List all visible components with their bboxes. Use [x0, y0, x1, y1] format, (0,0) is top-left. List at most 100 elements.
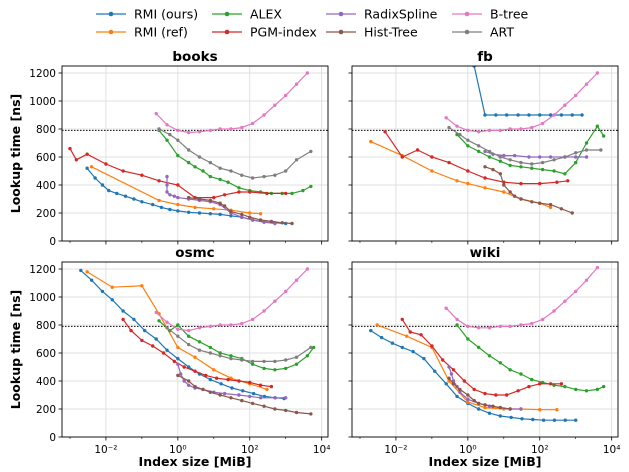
y-tick-label: 200: [36, 404, 56, 416]
data-point-alex: [455, 323, 459, 327]
series-line-alex: [158, 320, 315, 371]
data-point-art: [466, 138, 470, 142]
data-point-rmi-ours: [574, 418, 578, 422]
data-point-b-tree: [240, 321, 244, 326]
data-point-art: [176, 138, 180, 142]
data-point-rmi-ours: [531, 417, 535, 422]
data-point-b-tree: [294, 82, 299, 86]
data-point-alex: [218, 177, 222, 182]
data-point-b-tree: [498, 324, 503, 329]
panel-wiki: wiki 10⁻² 10⁰ 10² 10⁴ Index size [MiB]: [348, 245, 621, 469]
data-point-alex: [197, 340, 202, 344]
data-point-rmi-ours: [100, 289, 105, 294]
data-point-pgm-index: [212, 195, 216, 200]
data-point-rmi-ours: [151, 202, 155, 207]
data-point-b-tree: [176, 128, 180, 133]
axes-frame: [61, 261, 329, 438]
data-point-b-tree: [186, 328, 191, 333]
data-point-art: [540, 160, 545, 165]
data-point-art: [574, 151, 578, 155]
data-point-hist-tree: [491, 167, 495, 172]
data-point-b-tree: [508, 324, 512, 329]
series-line-rmi-ref: [376, 324, 557, 411]
data-point-pgm-index: [151, 344, 155, 348]
data-point-pgm-index: [538, 382, 542, 386]
data-point-radixspline: [248, 394, 252, 399]
data-point-b-tree: [584, 82, 589, 86]
data-point-pgm-index: [237, 190, 241, 194]
data-point-hist-tree: [273, 407, 277, 411]
data-point-b-tree: [487, 128, 492, 133]
data-point-hist-tree: [472, 398, 476, 403]
data-point-pgm-index: [516, 389, 520, 393]
data-point-pgm-index: [419, 333, 423, 337]
data-point-alex: [552, 169, 556, 173]
data-point-rmi-ref: [89, 165, 94, 169]
data-point-b-tree: [273, 103, 277, 107]
x-tick-label: 10²: [241, 444, 259, 456]
axes-frame: [351, 261, 619, 438]
data-point-rmi-ref: [375, 323, 379, 327]
data-point-rmi-ours: [433, 369, 437, 373]
data-point-pgm-index: [258, 383, 263, 387]
data-point-rmi-ref: [455, 179, 459, 183]
data-point-b-tree: [498, 128, 503, 133]
data-point-alex: [237, 186, 241, 190]
y-axis-label: Lookup time [ns]: [8, 94, 23, 214]
data-point-pgm-index: [527, 384, 531, 389]
data-point-rmi-ours: [208, 212, 213, 216]
data-point-rmi-ours: [538, 113, 542, 117]
panel-title: books: [172, 49, 217, 65]
data-point-alex: [229, 354, 233, 358]
data-point-b-tree: [595, 265, 600, 270]
data-point-alex: [186, 160, 191, 165]
data-point-rmi-ref: [538, 408, 542, 412]
data-point-art: [584, 148, 589, 152]
data-point-alex: [176, 323, 180, 327]
data-point-hist-tree: [186, 379, 191, 383]
data-point-b-tree: [530, 125, 534, 130]
data-point-rmi-ours: [154, 337, 158, 341]
data-point-rmi-ours: [494, 113, 498, 117]
data-point-b-tree: [305, 267, 310, 271]
data-point-radixspline: [237, 393, 241, 397]
data-point-b-tree: [197, 130, 202, 134]
y-tick-label: 1200: [29, 264, 56, 276]
data-point-rmi-ours: [541, 418, 546, 422]
y-tick-label: 0: [49, 432, 56, 444]
data-point-hist-tree: [262, 404, 266, 408]
data-point-b-tree: [176, 327, 180, 331]
data-point-radixspline: [262, 220, 266, 224]
data-point-rmi-ref: [466, 400, 470, 404]
data-point-pgm-index: [447, 160, 451, 165]
data-point-alex: [540, 167, 545, 172]
x-tick-label: 10⁰: [169, 444, 187, 456]
data-point-b-tree: [574, 93, 578, 98]
data-point-alex: [176, 153, 180, 158]
data-point-rmi-ours: [563, 418, 567, 422]
data-point-pgm-index: [140, 173, 144, 177]
data-point-rmi-ours: [121, 309, 125, 313]
y-tick-label: 400: [36, 376, 56, 388]
data-point-rmi-ours: [230, 386, 234, 390]
data-point-alex: [519, 165, 523, 169]
y-tick-label: 1200: [29, 68, 56, 80]
x-tick-label: 10⁴: [603, 444, 621, 456]
data-point-pgm-index: [104, 162, 108, 166]
data-point-b-tree: [229, 127, 233, 131]
series-line-rmi-ref: [91, 166, 261, 215]
data-point-rmi-ref: [85, 270, 89, 274]
data-point-pgm-index: [559, 382, 564, 386]
data-point-rmi-ours: [79, 268, 83, 273]
data-point-b-tree: [444, 306, 448, 310]
data-point-hist-tree: [197, 197, 202, 201]
y-tick-label: 0: [49, 236, 56, 248]
data-point-rmi-ours: [85, 166, 89, 170]
data-point-b-tree: [552, 113, 556, 117]
data-point-art: [284, 169, 288, 173]
data-point-b-tree: [218, 323, 222, 327]
data-point-pgm-index: [462, 379, 467, 383]
data-point-alex: [530, 166, 534, 170]
data-point-radixspline: [502, 153, 506, 158]
data-point-radixspline: [527, 155, 531, 159]
